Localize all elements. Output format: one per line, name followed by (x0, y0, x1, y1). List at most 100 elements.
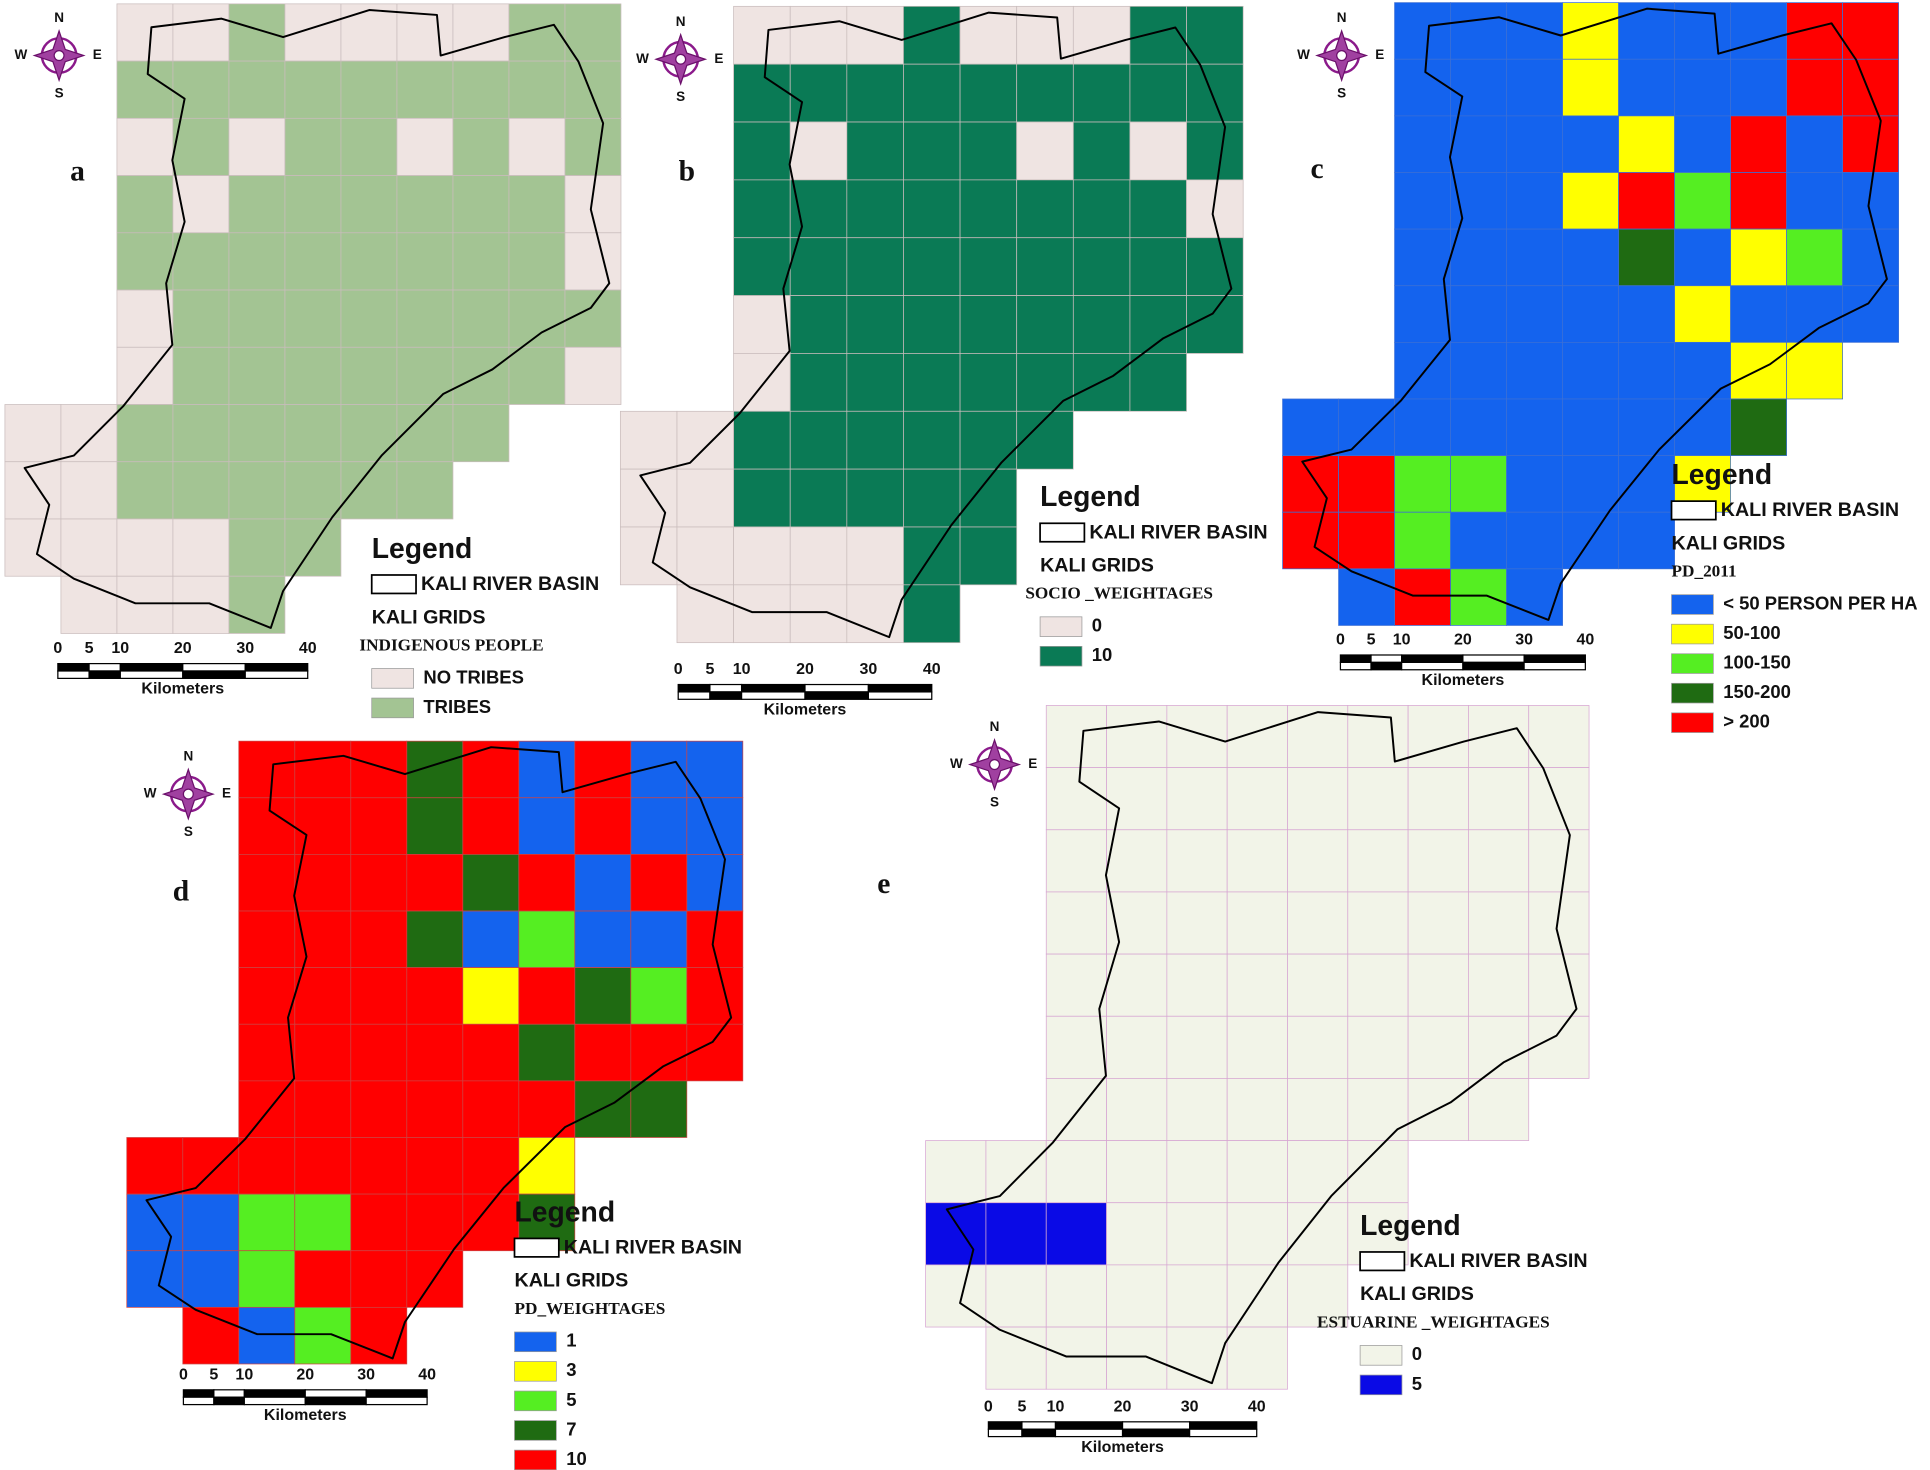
grid-cell (1106, 1264, 1168, 1328)
grid-cell (1166, 829, 1228, 893)
scale-segment (740, 691, 806, 700)
scale-bar: 0 5 10 20 30 40 Kilometers (53, 640, 316, 698)
legend-label: 1 (566, 1330, 576, 1351)
grid-cell (789, 295, 848, 354)
grid-cell (462, 967, 520, 1025)
grid-cell (1287, 767, 1349, 831)
grid-cell (350, 1080, 408, 1138)
legend-title: Legend (515, 1195, 616, 1227)
scale-tick-label: 20 (174, 640, 192, 657)
grid-cell (846, 584, 904, 644)
grid-cell (406, 797, 464, 855)
grid-cell (284, 232, 342, 291)
compass-e: E (222, 786, 231, 801)
grid-cell (733, 584, 791, 644)
grid-cell (396, 117, 454, 176)
grid-cell (340, 404, 398, 463)
scale-tick-label: 20 (1114, 1398, 1132, 1415)
grid-cell (1347, 829, 1409, 893)
legend-label: TRIBES (423, 696, 491, 717)
grid-cell (985, 1264, 1047, 1328)
grid-cell (630, 1023, 688, 1082)
grid-cell (1045, 767, 1107, 831)
grid-cell (172, 175, 230, 234)
grid-cell (1674, 285, 1731, 343)
grid-cell (1106, 829, 1168, 893)
grid-cell (406, 740, 464, 799)
scale-tick-label: 5 (1367, 631, 1376, 648)
grid-cell (1106, 953, 1168, 1017)
grid-cell (294, 1080, 352, 1138)
grid-cell (116, 518, 174, 577)
legend-swatch (1671, 594, 1714, 615)
grid-cell (1186, 121, 1244, 181)
legend-basin: KALI RIVER BASIN (564, 1236, 742, 1258)
grid-cell (1786, 58, 1843, 117)
grid-cell (4, 404, 62, 463)
grid-cell (1468, 829, 1530, 893)
grid-cell (1016, 237, 1074, 296)
grid-cell (1016, 410, 1074, 470)
grid-cell (518, 910, 576, 969)
grid-cell (1129, 63, 1187, 123)
grid-cell (1450, 511, 1507, 570)
scale-segment (119, 662, 184, 672)
legend-label: 100-150 (1723, 651, 1791, 672)
grid-cell (1407, 891, 1469, 955)
scale-segment (1462, 661, 1525, 671)
grid-cell (1562, 172, 1619, 230)
grid-cell (1072, 121, 1131, 181)
grid-cell (846, 468, 904, 528)
grid-cell (340, 60, 398, 119)
scale-segment (1523, 661, 1586, 671)
grid-cell (406, 1023, 464, 1082)
scale-segment (1189, 1428, 1258, 1438)
grid-cell (294, 740, 352, 799)
grid-cell (340, 175, 398, 234)
grid-cell (1166, 705, 1228, 768)
scale-bar: 0 5 10 20 30 40 Kilometers (1336, 631, 1594, 689)
map-panel (925, 705, 1590, 1390)
grid-cell (508, 289, 566, 348)
grid-cell (1786, 115, 1843, 173)
grid-cell (228, 117, 286, 176)
scale-segment (867, 691, 933, 700)
grid-cell (462, 740, 520, 799)
panel-label: a (70, 156, 85, 188)
grid-cell (733, 526, 791, 586)
legend-field: ESTUARINE _WEIGHTAGES (1317, 1312, 1550, 1331)
grid-cell (462, 1080, 520, 1138)
grid-cell (1730, 2, 1787, 60)
grid-cell (1347, 767, 1409, 831)
grid-cell (1450, 172, 1507, 230)
grid-cell (238, 1193, 296, 1252)
compass-e: E (93, 47, 102, 62)
grid-cell (350, 1137, 408, 1195)
legend-label: 0 (1412, 1343, 1422, 1364)
scale-tick-label: 0 (674, 661, 683, 678)
grid-cell (1528, 953, 1590, 1017)
basin-outline (945, 711, 1578, 1385)
grid-cell (1394, 58, 1451, 117)
grid-cell (959, 179, 1018, 239)
grid-cell (1468, 705, 1530, 768)
grid-cell (1562, 58, 1619, 117)
legend-label: 5 (566, 1389, 576, 1410)
grid-cell (564, 346, 622, 405)
grid-cell (182, 1193, 240, 1252)
grid-cell (1618, 2, 1675, 60)
scale-bar: 0 5 10 20 30 40 Kilometers (179, 1366, 436, 1424)
legend-field: SOCIO _WEIGHTAGES (1025, 584, 1213, 603)
compass-s: S (990, 794, 999, 809)
grid-cell (789, 5, 848, 65)
grid-cell (350, 1306, 408, 1365)
legend-basin-swatch (1359, 1251, 1406, 1272)
scale-bar: 0 5 10 20 30 40 Kilometers (674, 661, 941, 719)
grid-cell (1562, 2, 1619, 60)
grid-cell (238, 967, 296, 1025)
grid-cell (1730, 398, 1787, 456)
grid-cell (619, 410, 678, 470)
grid-cell (1347, 1015, 1409, 1079)
grid-cell (1730, 285, 1787, 343)
grid-cell (1450, 58, 1507, 117)
